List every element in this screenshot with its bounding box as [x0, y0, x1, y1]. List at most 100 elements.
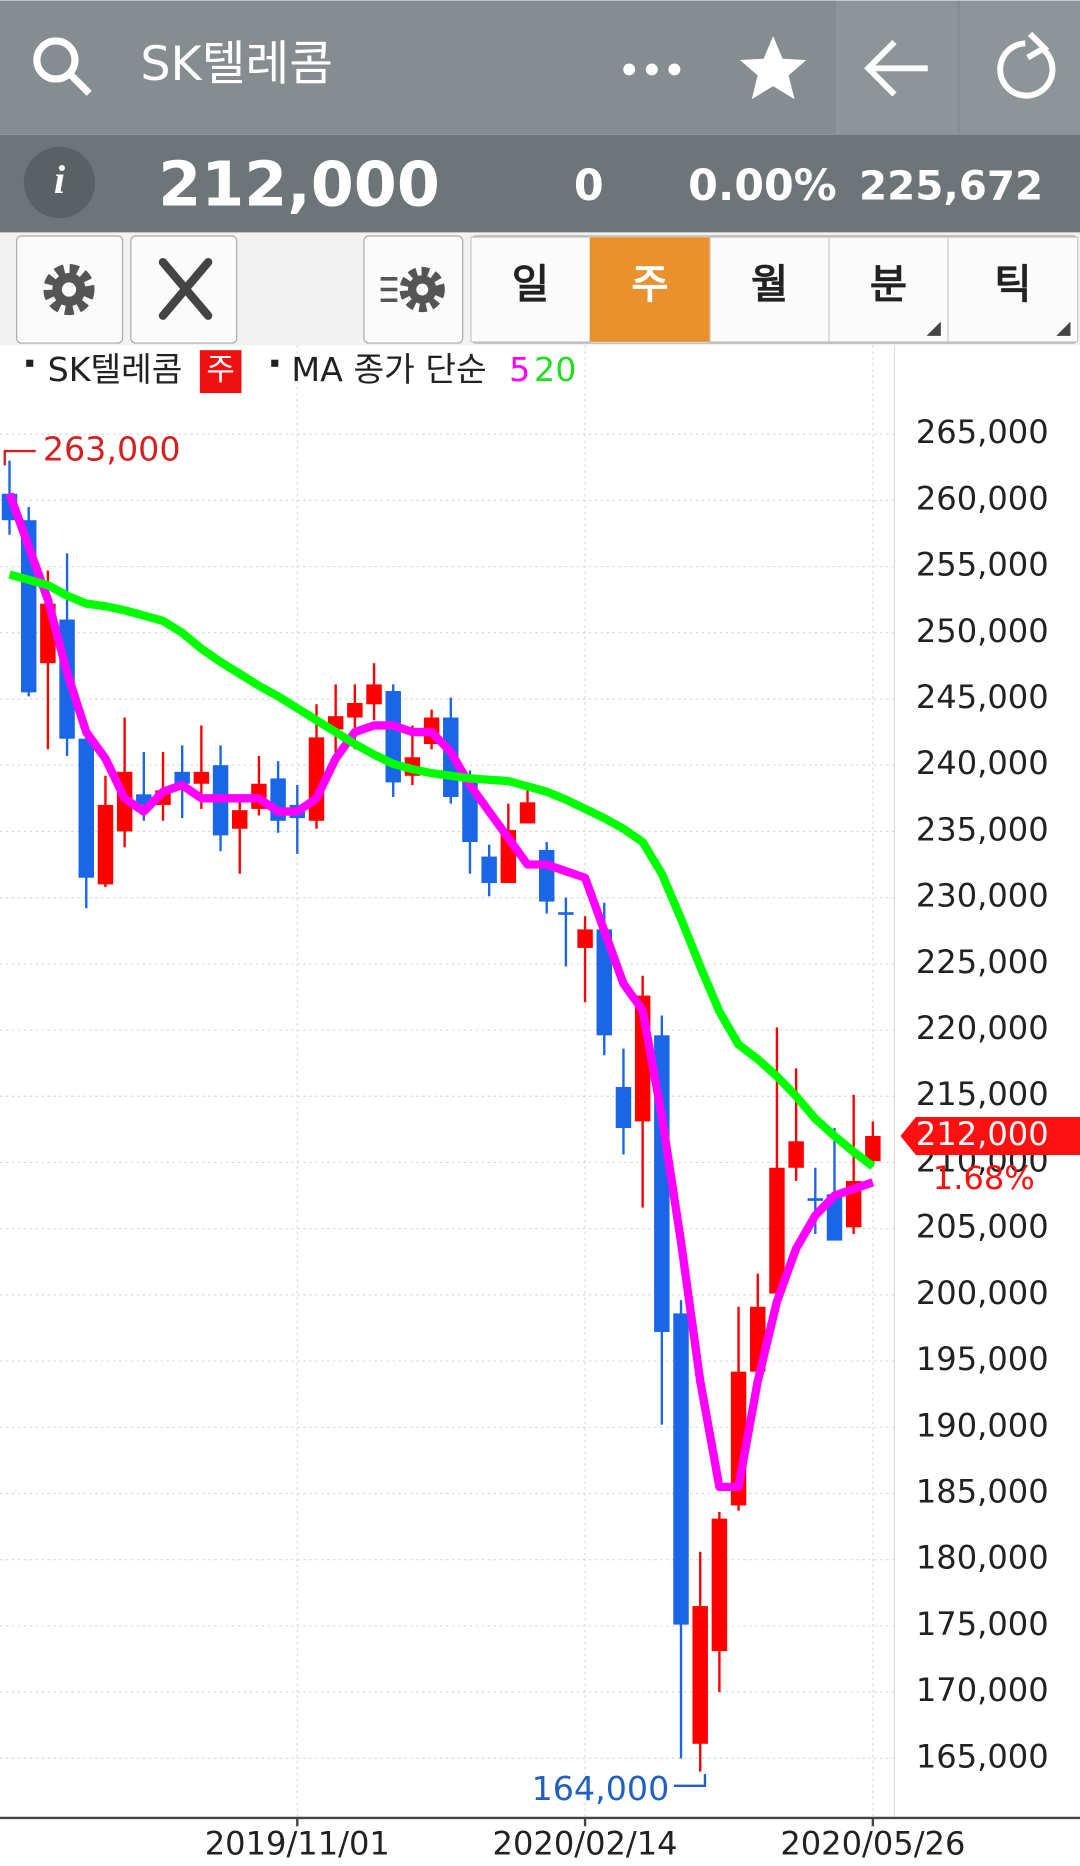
x-tick-label: 2019/11/01	[205, 1824, 390, 1862]
gear-hole	[61, 282, 77, 297]
y-tick-label: 205,000	[916, 1208, 1049, 1246]
gear-teeth	[43, 263, 95, 316]
candle-body	[193, 771, 210, 784]
y-tick-label: 245,000	[916, 678, 1049, 716]
max-marker-label: 263,000	[43, 430, 181, 469]
refresh-arc	[997, 40, 1056, 99]
refresh-icon	[997, 31, 1056, 99]
change-percent: 0.00%	[688, 161, 836, 211]
info-button[interactable]	[23, 146, 96, 219]
refresh-button[interactable]	[959, 0, 1080, 135]
period-badge-label: 주	[206, 352, 234, 388]
y-tick-label: 250,000	[916, 612, 1049, 650]
dot	[668, 63, 681, 76]
candle-body	[174, 771, 190, 784]
y-tick-label: 240,000	[916, 744, 1049, 782]
candle-body	[519, 802, 536, 824]
candle-body	[538, 849, 555, 902]
period-tab-label: 분	[870, 260, 907, 308]
candle-body	[769, 1167, 785, 1294]
period-tab[interactable]	[709, 236, 830, 343]
tools-icon	[158, 258, 213, 320]
legend-label: 20	[534, 350, 576, 389]
candle-body	[596, 929, 612, 1036]
candle-body	[78, 738, 94, 878]
x-tick-label: 2020/02/14	[493, 1824, 678, 1862]
last-change-label: 1.68%	[933, 1159, 1035, 1197]
candle-body	[347, 702, 363, 718]
y-tick-label: 260,000	[916, 479, 1049, 517]
tool-b	[158, 258, 213, 320]
gear-hole	[416, 283, 429, 296]
candle-body	[865, 1135, 881, 1162]
dot	[623, 63, 636, 76]
last-price-tag	[900, 1116, 1080, 1156]
y-tick-label: 170,000	[916, 1671, 1049, 1709]
x-tick-label: 2020/05/26	[780, 1824, 965, 1862]
y-tick-label: 255,000	[916, 546, 1049, 584]
candle-body	[366, 684, 382, 705]
legend-label: SK텔레콤	[48, 350, 183, 389]
y-tick-label: 200,000	[916, 1274, 1049, 1312]
price-change: 0	[574, 161, 604, 211]
period-tab-label: 틱	[994, 260, 1031, 308]
legend-bullet	[271, 359, 279, 367]
y-tick-label: 265,000	[916, 413, 1049, 451]
legend-bullet	[26, 359, 34, 367]
candle-body	[558, 912, 574, 915]
period-tab-label: 주	[631, 260, 668, 308]
min-marker-label: 164,000	[532, 1769, 670, 1808]
y-tick-label: 215,000	[916, 1075, 1049, 1113]
candle-body	[577, 929, 593, 948]
period-badge	[199, 350, 242, 393]
candle-body	[481, 856, 497, 884]
period-tab-label: 일	[512, 260, 549, 308]
last-price-label: 212,000	[916, 1115, 1049, 1153]
chart: 165,000 170,000 175,000 180,000 185,000 190,0…	[0, 345, 1080, 1866]
period-tab[interactable]	[947, 236, 1079, 343]
refresh-head	[1026, 31, 1050, 61]
search-lens	[33, 37, 79, 83]
price-bar	[0, 134, 1080, 233]
candle-body	[673, 1313, 689, 1625]
max-marker-arrow	[3, 449, 36, 466]
legend-label: MA 종가 단순	[291, 350, 486, 389]
more-icon[interactable]	[623, 63, 681, 76]
candle-body	[97, 804, 114, 885]
y-tick-label: 185,000	[916, 1473, 1049, 1511]
period-tab[interactable]	[470, 236, 591, 343]
candle-body	[136, 794, 152, 805]
candle-body	[232, 810, 248, 829]
candle-body	[826, 1194, 843, 1241]
candle-body	[807, 1198, 824, 1201]
info-icon: i	[54, 157, 66, 202]
favorite-icon[interactable]	[739, 36, 807, 100]
search-handle	[67, 71, 92, 96]
y-tick-label: 190,000	[916, 1406, 1049, 1444]
moving-average-line	[8, 570, 876, 1170]
period-tab[interactable]	[828, 236, 949, 343]
y-tick-label: 180,000	[916, 1539, 1049, 1577]
legend-label: 5	[509, 350, 530, 389]
plot-background	[0, 345, 1080, 1866]
candle-body	[692, 1606, 708, 1744]
candle-body	[615, 1086, 632, 1129]
period-tab[interactable]	[589, 237, 711, 342]
arrow-head	[864, 40, 897, 97]
candle-body	[788, 1141, 804, 1168]
volume: 225,672	[859, 161, 1043, 209]
search-icon[interactable]	[33, 37, 92, 96]
y-tick-label: 225,000	[916, 943, 1049, 981]
y-tick-label: 235,000	[916, 810, 1049, 848]
period-tab-label: 월	[751, 260, 788, 308]
y-tick-label: 165,000	[916, 1737, 1049, 1775]
y-tick-label: 230,000	[916, 877, 1049, 915]
gear-teeth	[399, 266, 445, 313]
y-tick-label: 220,000	[916, 1009, 1049, 1047]
y-tick-label: 195,000	[916, 1340, 1049, 1378]
back-icon	[864, 40, 928, 97]
dot	[645, 63, 658, 76]
